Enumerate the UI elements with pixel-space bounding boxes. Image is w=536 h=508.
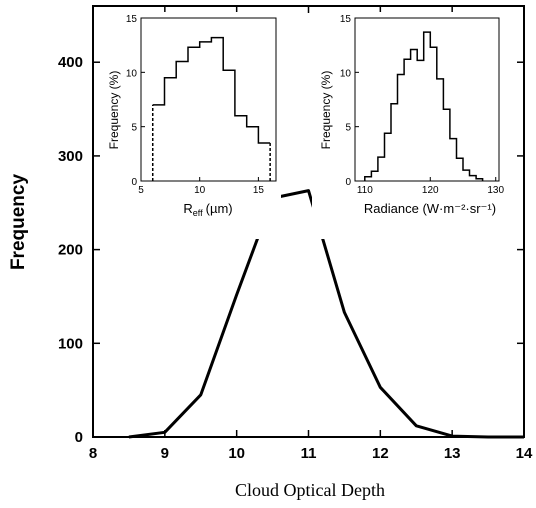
inset-radiance-histogram-bin: [470, 176, 477, 181]
inset-reff-histogram-bin: [211, 38, 223, 181]
main-data-point: [379, 386, 382, 389]
inset-radiance-histogram-outline: [364, 31, 484, 181]
inset-radiance-histogram-bin: [365, 177, 372, 181]
main-y-axis-title: Frequency: [8, 174, 29, 271]
inset-reff-histogram-bin: [176, 61, 188, 181]
main-y-tick-label: 300: [58, 148, 83, 165]
main-data-point: [307, 189, 310, 192]
inset-radiance-axis-ticks: 110 120 130 0 5 10 15: [340, 14, 505, 196]
inset-radiance-x-tick-label: 130: [487, 185, 504, 196]
inset-reff-x-tick-label: 10: [194, 185, 206, 196]
main-data-point: [235, 293, 238, 296]
main-data-point: [451, 435, 453, 437]
main-x-tick-label: 8: [89, 445, 97, 462]
inset-reff-histogram: [151, 36, 271, 181]
inset-radiance-histogram-bin: [456, 158, 463, 181]
inset-radiance-histogram-bin: [378, 157, 385, 181]
inset-radiance-x-axis-title: Radiance (W·m⁻²·sr⁻¹): [364, 201, 496, 216]
inset-reff-x-tick-label: 5: [138, 185, 144, 196]
main-x-tick-label: 10: [228, 445, 245, 462]
main-data-point: [415, 424, 418, 427]
inset-reff-histogram-bin: [164, 78, 176, 181]
main-data-point: [164, 431, 166, 434]
inset-radiance-histogram-bin: [391, 104, 398, 181]
main-y-tick-label: 400: [58, 54, 83, 71]
inset-reff-x-axis-title: Reff (µm): [183, 201, 232, 218]
main-y-tick-label: 100: [58, 335, 83, 352]
inset-reff-x-title-main: R: [183, 201, 192, 216]
inset-reff-x-tick-label: 15: [253, 185, 265, 196]
inset-radiance-histogram-bin: [476, 179, 483, 181]
inset-reff-histogram-bin: [235, 116, 247, 181]
inset-radiance-histogram-bin: [398, 75, 405, 181]
inset-reff-y-tick-label: 0: [131, 177, 137, 188]
inset-radiance-histogram-bin: [411, 50, 418, 181]
inset-reff-background: [105, 12, 281, 239]
main-data-point: [523, 436, 525, 438]
inset-radiance-histogram-bin: [371, 171, 378, 181]
inset-reff-histogram-bin: [247, 127, 259, 181]
inset-radiance-histogram-bin: [404, 59, 411, 181]
inset-radiance-panel: 110 120 130 0 5 10 15 Frequency (%) Radiance (…: [312, 12, 512, 239]
inset-radiance-frame: [354, 17, 500, 182]
main-x-tick-label: 12: [372, 445, 389, 462]
inset-radiance-histogram-bin: [417, 60, 424, 181]
main-x-tick-label: 14: [516, 445, 533, 462]
inset-reff-histogram-bin: [258, 143, 270, 181]
inset-radiance-x-tick-label: 110: [357, 185, 373, 196]
main-series-line: [128, 189, 524, 439]
inset-radiance-y-axis-title: Frequency (%): [319, 71, 333, 150]
inset-reff-y-tick-label: 15: [126, 14, 138, 25]
inset-reff-histogram-bin: [153, 105, 165, 181]
main-data-point: [128, 436, 130, 438]
inset-radiance-histogram-bin: [437, 79, 444, 181]
inset-reff-frame: [140, 17, 277, 182]
inset-radiance-y-tick-label: 10: [340, 68, 352, 79]
main-x-tick-label: 11: [301, 445, 317, 462]
main-x-tick-label: 9: [161, 445, 169, 462]
inset-reff-y-axis-title: Frequency (%): [107, 71, 121, 150]
main-y-tick-label: 0: [75, 429, 83, 446]
inset-radiance-histogram-bin: [443, 109, 450, 181]
inset-radiance-histogram-bin: [424, 32, 431, 181]
inset-reff-histogram-bin: [188, 47, 200, 181]
inset-radiance-y-tick-label: 0: [345, 177, 351, 188]
main-x-axis-title: Cloud Optical Depth: [235, 480, 385, 500]
inset-radiance-histogram-bin: [384, 133, 391, 181]
main-y-tick-label: 200: [58, 242, 83, 259]
main-data-point: [487, 436, 489, 438]
inset-radiance-x-tick-label: 120: [422, 185, 439, 196]
inset-radiance-histogram-bin: [430, 47, 437, 181]
inset-radiance-histogram-bin: [450, 139, 457, 181]
inset-radiance-y-tick-label: 5: [345, 123, 351, 134]
inset-reff-y-tick-label: 5: [131, 123, 137, 134]
inset-reff-histogram-bin: [200, 42, 212, 181]
inset-reff-x-title-unit: (µm): [206, 201, 233, 216]
main-data-point: [343, 311, 346, 314]
inset-radiance-histogram-bin: [463, 170, 470, 181]
main-x-tick-label: 13: [444, 445, 461, 462]
inset-reff-histogram-bin: [223, 70, 235, 181]
inset-radiance-y-tick-label: 15: [340, 14, 352, 25]
main-data-point: [199, 394, 202, 396]
inset-reff-histogram-outline: [152, 36, 271, 144]
inset-reff-y-tick-label: 10: [126, 68, 138, 79]
inset-radiance-histogram: [364, 31, 484, 181]
inset-reff-x-title-subscript: eff: [193, 208, 203, 218]
